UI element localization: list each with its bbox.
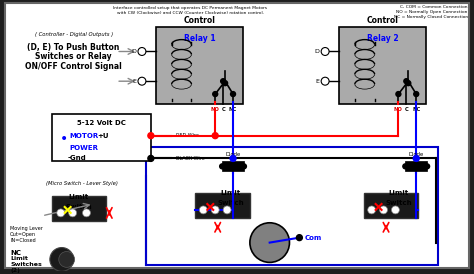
Bar — [146, 147, 438, 265]
Text: Diode: Diode — [409, 152, 424, 158]
Text: with CW (Clockwise) and CCW (Counter Clockwise) rotation control.: with CW (Clockwise) and CCW (Counter Clo… — [117, 11, 264, 15]
Circle shape — [211, 206, 219, 214]
Text: -Gnd: -Gnd — [68, 155, 86, 161]
Bar — [364, 193, 418, 218]
Circle shape — [414, 92, 419, 96]
Text: +U: +U — [97, 133, 109, 139]
Circle shape — [59, 252, 74, 267]
Circle shape — [148, 155, 154, 161]
Circle shape — [296, 235, 302, 241]
Text: C: C — [221, 107, 225, 112]
Text: Out=Open: Out=Open — [10, 232, 36, 237]
Circle shape — [148, 133, 154, 139]
Text: C: C — [404, 107, 408, 112]
Text: E: E — [132, 79, 136, 84]
Text: RED Wire: RED Wire — [175, 133, 199, 138]
Text: C: C — [59, 223, 63, 228]
Text: Interface controlled setup that operates DC Permanent Magnet Motors: Interface controlled setup that operates… — [113, 6, 267, 10]
Circle shape — [82, 209, 91, 217]
Text: C, COM = Common Connection: C, COM = Common Connection — [400, 5, 468, 9]
Text: Relay 1: Relay 1 — [183, 34, 215, 43]
Circle shape — [212, 133, 218, 139]
Circle shape — [223, 81, 228, 86]
Circle shape — [250, 223, 290, 262]
Circle shape — [200, 206, 207, 214]
Bar — [52, 196, 106, 221]
Text: IN=Closed: IN=Closed — [10, 238, 36, 243]
Text: Switches: Switches — [10, 262, 42, 267]
Bar — [339, 27, 426, 104]
Circle shape — [50, 247, 73, 271]
Text: NO: NO — [211, 107, 219, 112]
Circle shape — [219, 164, 225, 169]
Text: C: C — [368, 220, 371, 225]
Text: ( Controller - Digital Outputs ): ( Controller - Digital Outputs ) — [35, 32, 113, 37]
Text: NO = Normally Open Connection: NO = Normally Open Connection — [396, 10, 468, 14]
Circle shape — [321, 47, 329, 55]
Text: (Micro Switch - Lever Style): (Micro Switch - Lever Style) — [46, 181, 118, 186]
Text: Limit: Limit — [220, 190, 241, 196]
Text: Switches or Relay: Switches or Relay — [35, 53, 112, 61]
Circle shape — [230, 92, 236, 96]
Text: Switch: Switch — [385, 200, 412, 206]
Bar — [156, 27, 243, 104]
Circle shape — [368, 206, 375, 214]
Text: Switch: Switch — [217, 200, 244, 206]
Text: Limit: Limit — [68, 194, 89, 200]
Circle shape — [403, 164, 408, 169]
Circle shape — [404, 79, 409, 84]
Circle shape — [396, 92, 401, 96]
Text: NC: NC — [200, 220, 207, 225]
Text: POWER: POWER — [70, 145, 99, 151]
Circle shape — [321, 77, 329, 85]
Text: NC: NC — [85, 223, 92, 228]
Text: Control: Control — [366, 16, 399, 25]
Text: •: • — [60, 132, 68, 146]
Circle shape — [406, 81, 411, 86]
Circle shape — [413, 155, 419, 161]
Bar — [405, 161, 427, 171]
Text: NC: NC — [393, 220, 401, 225]
Bar — [195, 193, 250, 218]
Text: C: C — [225, 220, 228, 225]
Circle shape — [221, 79, 226, 84]
Circle shape — [57, 209, 65, 217]
Text: 5-12 Volt DC: 5-12 Volt DC — [77, 120, 126, 126]
Text: MOTOR: MOTOR — [70, 133, 99, 139]
Text: NO: NO — [394, 107, 403, 112]
Text: BLACK Wire: BLACK Wire — [175, 156, 204, 161]
Text: NC: NC — [412, 107, 420, 112]
Text: Com: Com — [304, 235, 321, 241]
Text: NC = Normally Closed Connection: NC = Normally Closed Connection — [393, 15, 468, 19]
Circle shape — [230, 155, 236, 161]
Text: Moving Lever: Moving Lever — [10, 226, 43, 231]
Text: Limit: Limit — [10, 256, 28, 261]
Bar — [52, 114, 151, 161]
Bar — [222, 161, 244, 171]
Text: (D, E) To Push Button: (D, E) To Push Button — [27, 42, 120, 52]
Text: NC: NC — [229, 107, 237, 112]
Circle shape — [69, 209, 77, 217]
Text: (2): (2) — [10, 268, 20, 273]
Text: Relay 2: Relay 2 — [367, 34, 398, 43]
Text: NO: NO — [70, 223, 77, 228]
Text: Diode: Diode — [226, 152, 241, 158]
Circle shape — [223, 206, 231, 214]
Circle shape — [425, 164, 429, 169]
Circle shape — [380, 206, 388, 214]
Text: Switch: Switch — [65, 204, 92, 210]
Circle shape — [392, 206, 400, 214]
Text: Limit: Limit — [389, 190, 409, 196]
Text: D: D — [131, 49, 136, 54]
Text: Control: Control — [183, 16, 215, 25]
Text: NC: NC — [10, 250, 21, 256]
Text: D: D — [314, 49, 319, 54]
Circle shape — [213, 92, 218, 96]
Circle shape — [138, 47, 146, 55]
Text: E: E — [315, 79, 319, 84]
Text: ON/OFF Control Signal: ON/OFF Control Signal — [25, 62, 122, 72]
Circle shape — [241, 164, 246, 169]
Circle shape — [138, 77, 146, 85]
